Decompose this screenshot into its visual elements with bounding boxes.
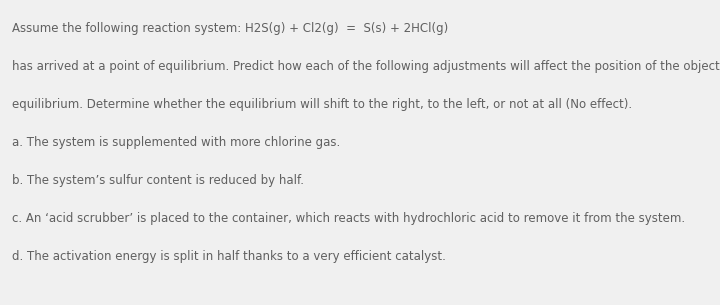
Text: a. The system is supplemented with more chlorine gas.: a. The system is supplemented with more … xyxy=(12,136,341,149)
Text: equilibrium. Determine whether the equilibrium will shift to the right, to the l: equilibrium. Determine whether the equil… xyxy=(12,98,632,111)
Text: d. The activation energy is split in half thanks to a very efficient catalyst.: d. The activation energy is split in hal… xyxy=(12,250,446,263)
Text: c. An ‘acid scrubber’ is placed to the container, which reacts with hydrochloric: c. An ‘acid scrubber’ is placed to the c… xyxy=(12,212,685,225)
Text: Assume the following reaction system: H2S(g) + Cl2(g)  =  S(s) + 2HCl(g): Assume the following reaction system: H2… xyxy=(12,22,449,35)
Text: b. The system’s sulfur content is reduced by half.: b. The system’s sulfur content is reduce… xyxy=(12,174,304,187)
Text: has arrived at a point of equilibrium. Predict how each of the following adjustm: has arrived at a point of equilibrium. P… xyxy=(12,60,720,73)
